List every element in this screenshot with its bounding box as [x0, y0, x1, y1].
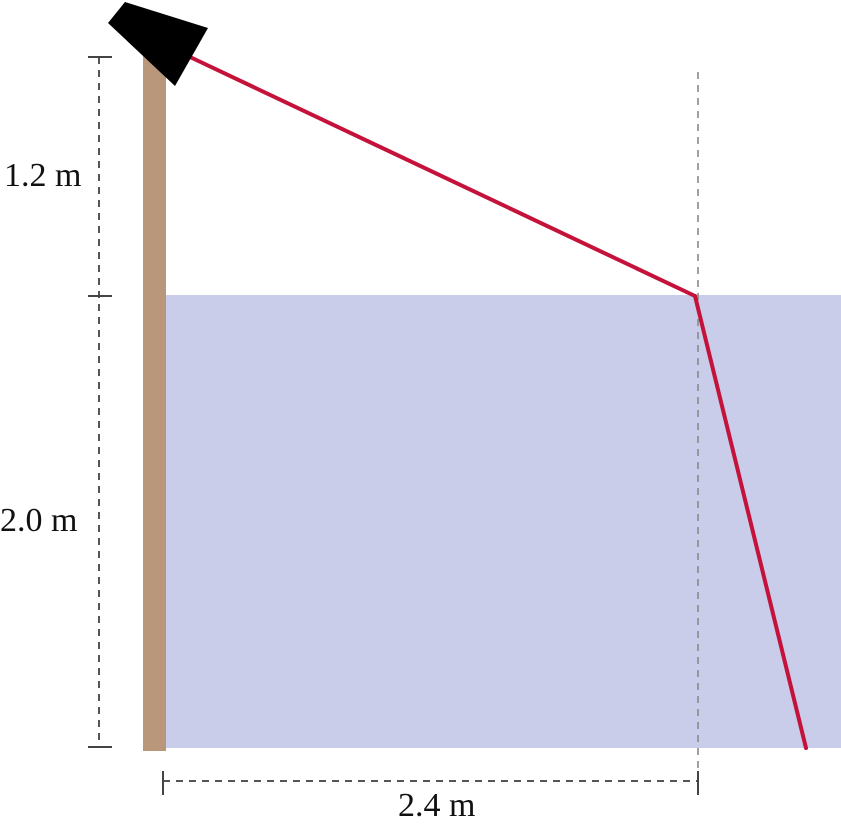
incident-ray	[188, 55, 697, 298]
flashlight-icon	[108, 2, 208, 86]
pole	[143, 52, 166, 751]
water-depth-label: 2.0 m	[0, 502, 77, 539]
light-height-label: 1.2 m	[4, 157, 81, 194]
water-depth-label-bg	[0, 497, 92, 541]
water-region	[165, 295, 841, 748]
refracted-ray	[693, 294, 808, 750]
light-height-label-bg	[0, 152, 92, 196]
distance-label-bg	[393, 784, 493, 820]
horizontal-distance-label: 2.4 m	[398, 787, 475, 824]
